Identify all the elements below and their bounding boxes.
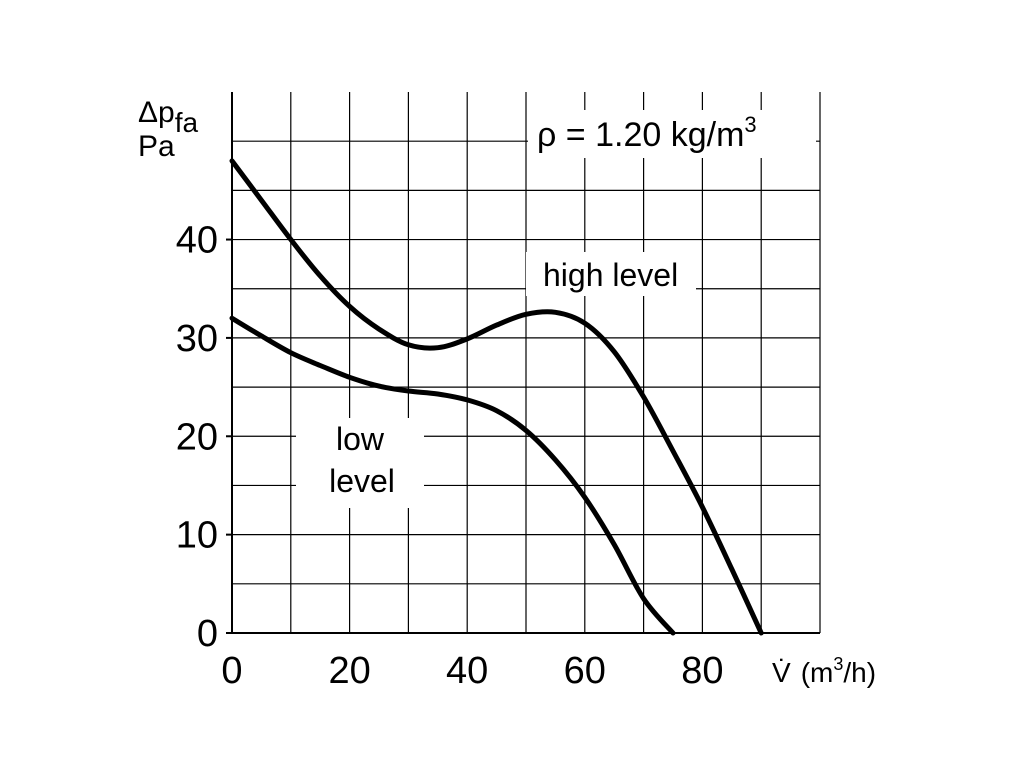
x-tick-label: 20	[328, 650, 370, 692]
x-tick-label: 60	[564, 650, 606, 692]
x-tick-label: 0	[221, 650, 242, 692]
y-tick-label: 20	[176, 416, 218, 458]
x-tick-label: 80	[681, 650, 723, 692]
high-level-label-bg	[526, 252, 696, 296]
y-tick-label: 10	[176, 515, 218, 557]
y-axis-label: Δpfa	[138, 96, 199, 138]
series-label-low-level-line1: low	[336, 421, 385, 457]
y-tick-label: 40	[176, 220, 218, 262]
low-level-label-bg	[296, 418, 424, 508]
tick-labels: 0 20 40 60 80 0 10 20 30 40	[176, 220, 724, 692]
series-line-high-level	[229, 158, 764, 636]
y-axis-unit: Pa	[138, 130, 175, 163]
density-annotation-bg	[528, 110, 816, 158]
axes	[226, 92, 820, 634]
y-tick-label: 30	[176, 318, 218, 360]
series-line-low-level	[229, 315, 676, 636]
grid	[232, 92, 821, 633]
curves	[229, 158, 764, 636]
x-axis-label: V̇ (m3/h)	[772, 654, 876, 688]
density-annotation: ρ = 1.20 kg/m3	[537, 112, 757, 154]
series-label-high-level: high level	[543, 257, 678, 293]
y-tick-label: 0	[197, 613, 218, 655]
x-tick-label: 40	[446, 650, 488, 692]
series-label-low-level-line2: level	[329, 463, 395, 499]
